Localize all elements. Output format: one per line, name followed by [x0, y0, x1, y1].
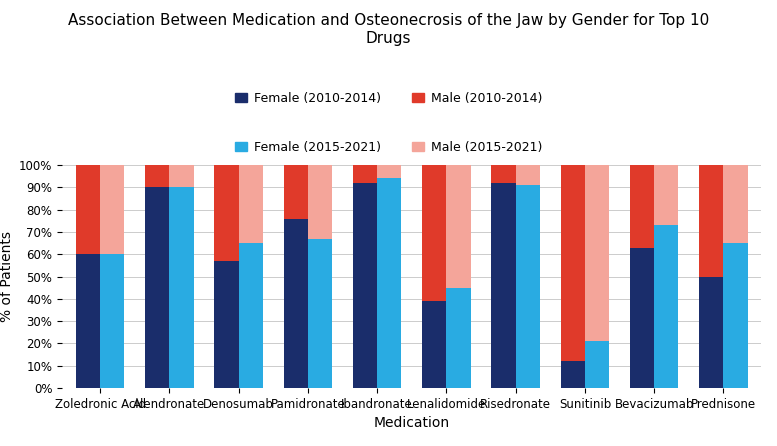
Bar: [145, 187, 169, 388]
Bar: [76, 254, 100, 388]
Bar: [447, 288, 471, 388]
X-axis label: Medication: Medication: [374, 416, 450, 430]
Bar: [169, 165, 193, 187]
Bar: [491, 183, 516, 388]
Bar: [585, 341, 609, 388]
Bar: [561, 165, 585, 361]
Bar: [353, 183, 377, 388]
Bar: [214, 165, 239, 261]
Legend: Female (2015-2021), Male (2015-2021): Female (2015-2021), Male (2015-2021): [230, 136, 547, 159]
Text: Association Between Medication and Osteonecrosis of the Jaw by Gender for Top 10: Association Between Medication and Osteo…: [68, 13, 709, 46]
Bar: [377, 178, 402, 388]
Bar: [377, 165, 402, 178]
Bar: [699, 277, 723, 388]
Bar: [422, 165, 447, 301]
Legend: Female (2010-2014), Male (2010-2014): Female (2010-2014), Male (2010-2014): [230, 87, 547, 110]
Bar: [169, 187, 193, 388]
Bar: [585, 165, 609, 341]
Bar: [723, 165, 747, 243]
Bar: [308, 239, 333, 388]
Bar: [284, 165, 308, 219]
Bar: [516, 165, 540, 185]
Y-axis label: % of Patients: % of Patients: [0, 231, 13, 322]
Bar: [353, 165, 377, 183]
Bar: [699, 165, 723, 277]
Bar: [422, 301, 447, 388]
Bar: [239, 243, 263, 388]
Bar: [214, 261, 239, 388]
Bar: [447, 165, 471, 288]
Bar: [145, 165, 169, 187]
Bar: [654, 225, 678, 388]
Bar: [654, 165, 678, 225]
Bar: [630, 248, 654, 388]
Bar: [76, 165, 100, 254]
Bar: [723, 243, 747, 388]
Bar: [100, 254, 124, 388]
Bar: [561, 361, 585, 388]
Bar: [284, 219, 308, 388]
Bar: [630, 165, 654, 248]
Bar: [308, 165, 333, 239]
Bar: [239, 165, 263, 243]
Bar: [100, 165, 124, 254]
Bar: [491, 165, 516, 183]
Bar: [516, 185, 540, 388]
